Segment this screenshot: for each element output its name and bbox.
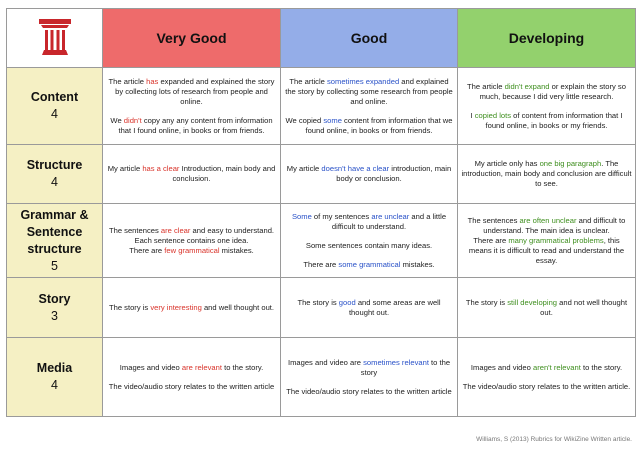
- criterion-name-line3: structure: [27, 241, 82, 256]
- criterion-points: 4: [51, 175, 58, 189]
- logo-cell: [6, 8, 103, 68]
- media-very-good-cell: Images and video are relevant to the sto…: [102, 337, 281, 417]
- criterion-name: Media: [36, 361, 73, 375]
- row-structure: Structure 4 My article has a clear Intro…: [6, 144, 636, 204]
- grammar-developing-cell: The sentences are often unclear and diff…: [457, 203, 636, 278]
- criterion-name: Story: [38, 291, 71, 306]
- header-very-good: Very Good: [102, 8, 281, 68]
- criterion-points: 4: [51, 378, 58, 392]
- criterion-points: 5: [51, 258, 58, 273]
- header-developing: Developing: [457, 8, 636, 68]
- story-developing-cell: The story is still developing and not we…: [457, 277, 636, 338]
- criterion-name-line1: Grammar &: [20, 207, 89, 222]
- grammar-very-good-cell: The sentences are clear and easy to unde…: [102, 203, 281, 278]
- criterion-media: Media 4: [6, 337, 103, 417]
- criterion-story: Story 3: [6, 277, 103, 338]
- criterion-name: Content: [30, 90, 79, 104]
- structure-very-good-cell: My article has a clear Introduction, mai…: [102, 144, 281, 204]
- criterion-points: 3: [51, 308, 58, 323]
- criterion-name: Structure: [26, 158, 83, 172]
- row-grammar: Grammar & Sentence structure 5 The sente…: [6, 203, 636, 278]
- header-row: Very Good Good Developing: [6, 8, 636, 68]
- story-very-good-cell: The story is very interesting and well t…: [102, 277, 281, 338]
- criterion-name-line2: Sentence: [26, 224, 83, 239]
- story-good-cell: The story is good and some areas are wel…: [280, 277, 458, 338]
- header-good: Good: [280, 8, 458, 68]
- criterion-points: 4: [51, 107, 58, 121]
- structure-good-cell: My article doesn't have a clear introduc…: [280, 144, 458, 204]
- criterion-content: Content 4: [6, 67, 103, 145]
- row-content: Content 4 The article has expanded and e…: [6, 67, 636, 145]
- row-media: Media 4 Images and video are relevant to…: [6, 337, 636, 417]
- row-story: Story 3 The story is very interesting an…: [6, 277, 636, 338]
- content-developing-cell: The article didn't expand or explain the…: [457, 67, 636, 145]
- pillar-logo-icon: [38, 18, 71, 55]
- grammar-good-cell: Some of my sentences are unclear and a l…: [280, 203, 458, 278]
- criterion-grammar: Grammar & Sentence structure 5: [6, 203, 103, 278]
- criterion-structure: Structure 4: [6, 144, 103, 204]
- structure-developing-cell: My article only has one big paragraph. T…: [457, 144, 636, 204]
- media-developing-cell: Images and video aren't relevant to the …: [457, 337, 636, 417]
- content-good-cell: The article sometimes expanded and expla…: [280, 67, 458, 145]
- content-very-good-cell: The article has expanded and explained t…: [102, 67, 281, 145]
- media-good-cell: Images and video are sometimes relevant …: [280, 337, 458, 417]
- rubric-table: Very Good Good Developing Content 4 The …: [6, 8, 636, 417]
- citation-text: Williams, S (2013) Rubrics for WikiZine …: [476, 436, 632, 443]
